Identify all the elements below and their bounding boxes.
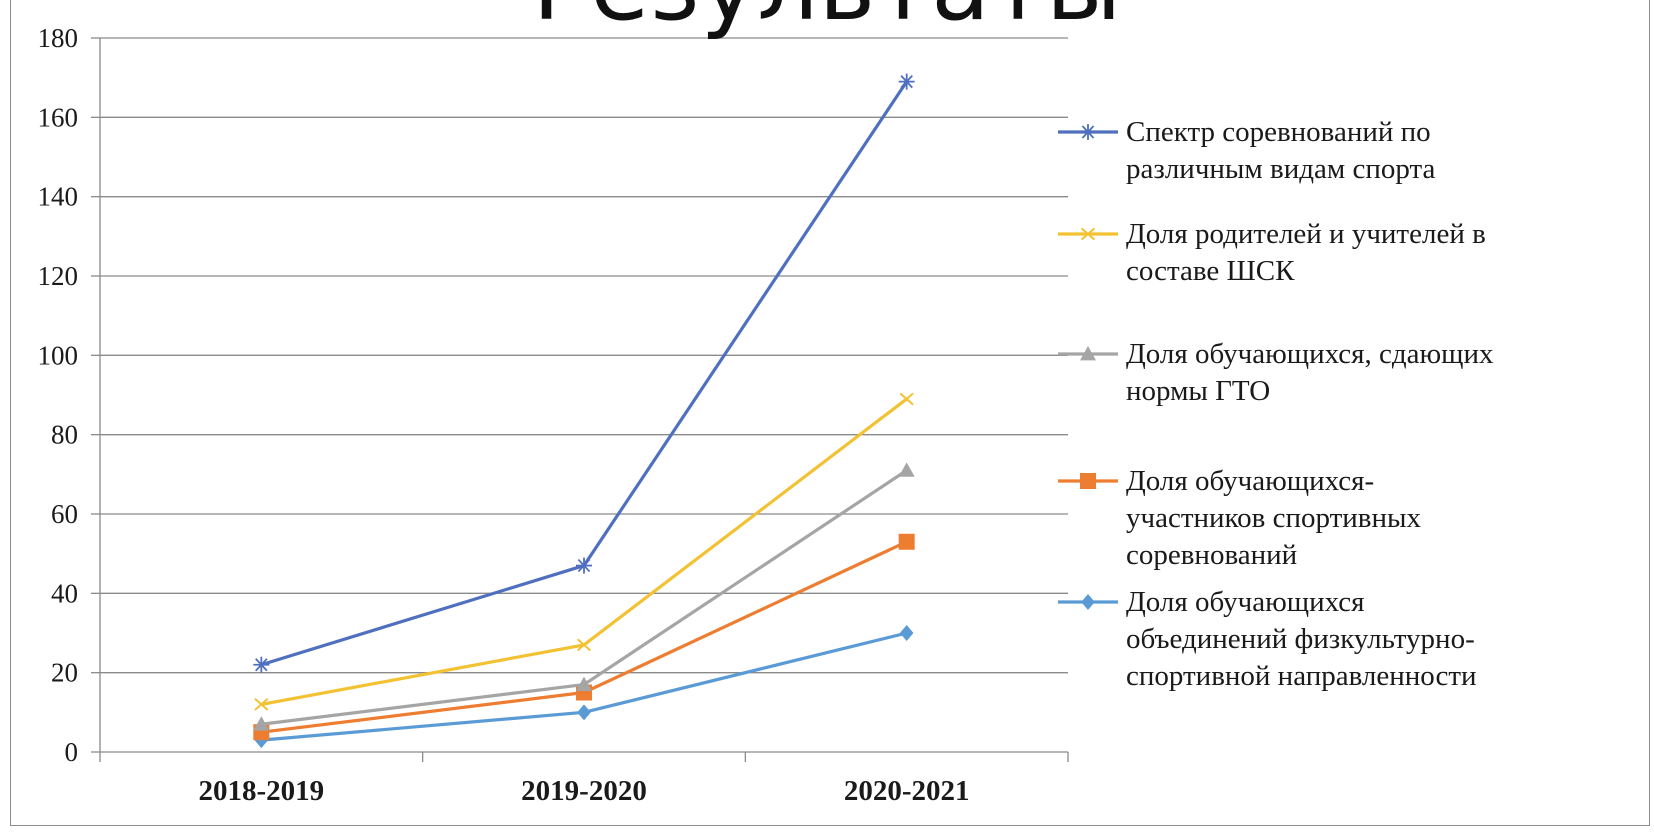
legend-label: Спектр соревнований по [1126,116,1431,148]
series-1 [253,73,915,673]
y-tick-label: 20 [51,658,78,688]
marker-stroke [254,698,269,711]
x-tick-label: 2019-2020 [521,775,647,807]
series-2 [254,392,914,711]
chart-frame [10,0,1650,826]
data-point [254,698,269,711]
legend-item: Доля обучающихся-участников спортивных со… [1058,465,1421,571]
data-point [577,704,591,721]
legend-item: Доля обучающихся объединений физкультурно… [1058,586,1477,692]
diamond-marker [1081,594,1095,610]
legend-label: составе ШСК [1126,255,1295,287]
legend-item: Спектр соревнований по различным видам сп… [1058,116,1435,185]
legend-label: соревнований [1126,539,1297,571]
y-tick-label: 60 [51,499,78,529]
legend-item: Доля родителей и учителей в составе ШСК [1058,218,1486,287]
data-point [253,716,270,731]
series-4 [253,533,915,741]
x-tick-label: 2020-2021 [844,775,970,807]
y-tick-label: 0 [65,737,79,767]
y-tick-label: 140 [38,182,79,212]
legend-label: Доля обучающихся, сдающих [1126,338,1494,370]
legend-label: Доля обучающихся- [1126,465,1374,497]
legend-label: участников спортивных [1126,502,1421,534]
legend-label: объединений физкультурно- [1126,623,1475,655]
data-point [898,533,915,550]
asterisk-marker [1080,124,1096,140]
legend-item: Доля обучающихся, сдающих нормы ГТО [1058,338,1494,407]
y-tick-label: 100 [38,340,79,370]
series-line [260,80,908,667]
marker-stroke [576,638,592,652]
legend-label: Доля родителей и учителей в [1126,218,1486,250]
data-point [576,557,592,574]
page-title: Результаты [0,0,1654,34]
marker-stroke [1080,227,1096,241]
series-line [261,397,908,706]
x-tick-label: 2018-2019 [198,775,324,807]
triangle-marker [1080,346,1096,361]
legend-label: различным видам спорта [1126,153,1435,185]
data-point [899,392,914,406]
y-tick-label: 120 [38,261,79,291]
y-tick-label: 160 [38,102,79,132]
y-tick-label: 40 [51,578,78,608]
y-tick-label: 80 [51,420,78,450]
data-point [898,462,915,477]
legend-label: спортивной направленности [1126,660,1477,692]
data-point [576,638,592,652]
series-3 [253,462,915,731]
data-point [898,73,915,90]
marker-stroke [899,392,914,406]
x-marker [1080,227,1096,241]
data-point [253,656,270,673]
legend-label: нормы ГТО [1126,375,1270,407]
square-marker [1080,473,1096,489]
legend-label: Доля обучающихся [1126,586,1364,618]
y-tick-label: 180 [38,23,79,53]
data-point [576,676,592,691]
data-point [899,625,914,641]
